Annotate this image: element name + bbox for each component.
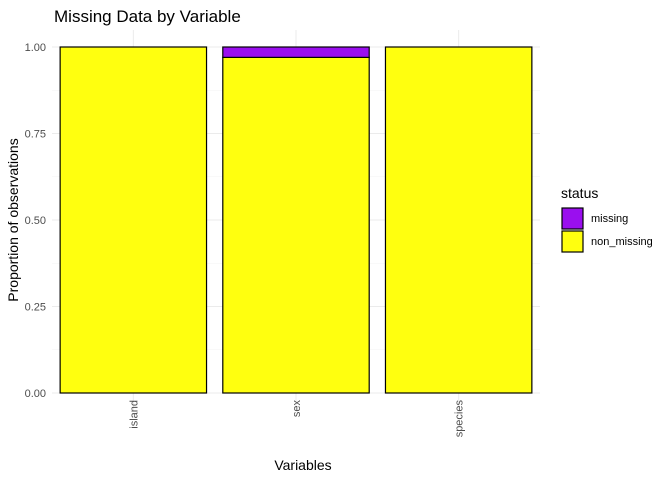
bar-island-non_missing [59,46,208,394]
legend-label-non_missing: non_missing [591,236,653,248]
y-axis-title: Proportion of observations [5,138,21,301]
legend-key-non_missing [561,230,584,253]
bar-sex-missing [222,46,370,58]
x-axis-title: Variables [274,457,331,473]
x-tick-label-species: species [454,400,466,438]
y-tick-label: 0.75 [25,129,46,141]
x-axis-ticks: island sex species [128,400,465,438]
y-tick-label: 0.25 [25,302,46,314]
bars-layer [59,46,533,394]
x-tick-label-sex: sex [291,400,303,418]
y-axis-ticks: 0.00 0.25 0.50 0.75 1.00 [25,42,46,400]
chart-title: Missing Data by Variable [54,7,241,26]
legend-key-missing [561,207,584,230]
y-tick-label: 0.50 [25,215,46,227]
y-tick-label: 0.00 [25,388,46,400]
legend-label-missing: missing [591,213,628,225]
y-tick-label: 1.00 [25,42,46,54]
bar-species-non_missing [384,46,533,394]
legend: status missing non_missing [561,185,653,253]
legend-items: missing non_missing [561,207,653,253]
legend-title: status [561,185,598,201]
bar-sex-non_missing [222,56,370,394]
x-tick-label-island: island [128,400,140,429]
